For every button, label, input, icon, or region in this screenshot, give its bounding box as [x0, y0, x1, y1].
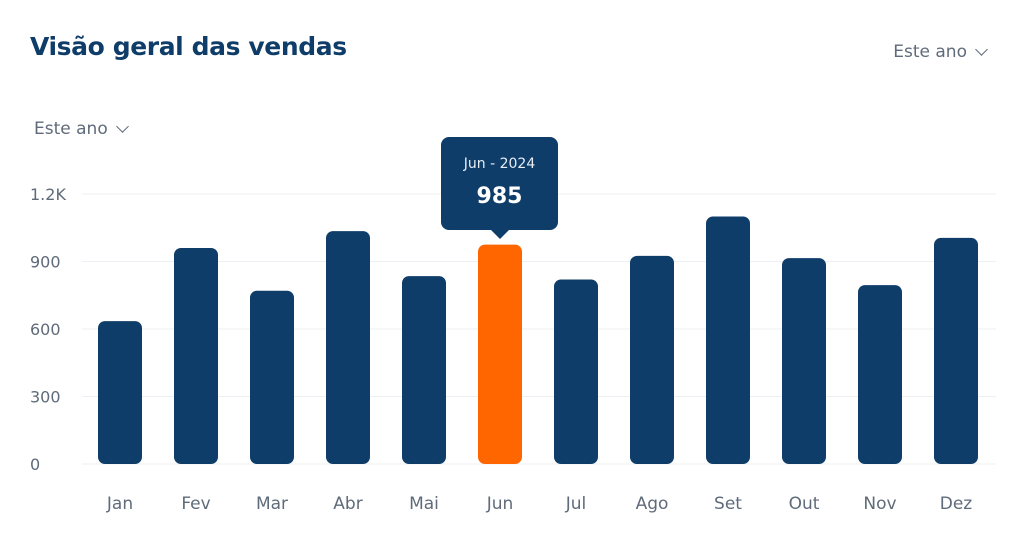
period-dropdown-chart[interactable]: Este ano — [34, 119, 129, 139]
bar-jun[interactable] — [478, 244, 522, 464]
x-tick-label: Abr — [333, 494, 362, 514]
bar-abr[interactable] — [326, 231, 370, 464]
x-tick-label: Jun — [486, 494, 514, 514]
bar-dez[interactable] — [934, 237, 978, 464]
period-dropdown-top[interactable]: Este ano — [893, 42, 988, 62]
y-tick-label: 0 — [30, 455, 40, 474]
y-tick-label: 900 — [30, 253, 61, 272]
period-dropdown-label: Este ano — [893, 42, 967, 62]
bar-tooltip: Jun - 2024 985 — [441, 137, 558, 239]
x-tick-label: Nov — [863, 494, 896, 514]
x-tick-label: Jul — [565, 494, 587, 514]
bar-jan[interactable] — [98, 321, 142, 464]
x-tick-label: Set — [714, 494, 742, 514]
tooltip-value: 985 — [476, 184, 523, 209]
x-tick-label: Mar — [256, 494, 288, 514]
card-title: Visão geral das vendas — [30, 32, 347, 61]
bar-ago[interactable] — [630, 255, 674, 464]
x-tick-label: Out — [789, 494, 820, 514]
x-tick-label: Jan — [106, 494, 133, 514]
x-tick-label: Ago — [636, 494, 669, 514]
bar-mai[interactable] — [402, 276, 446, 464]
x-tick-label: Dez — [940, 494, 973, 514]
y-tick-label: 300 — [30, 388, 61, 407]
x-tick-label: Mai — [409, 494, 439, 514]
bar-set[interactable] — [706, 216, 750, 465]
y-tick-label: 1.2K — [30, 185, 66, 204]
bar-out[interactable] — [782, 258, 826, 464]
bar-jul[interactable] — [554, 279, 598, 465]
tooltip-label: Jun - 2024 — [463, 156, 536, 172]
bar-fev[interactable] — [174, 248, 218, 464]
period-dropdown-label: Este ano — [34, 119, 108, 139]
bar-mar[interactable] — [250, 290, 294, 464]
bar-nov[interactable] — [858, 285, 902, 464]
y-tick-label: 600 — [30, 320, 61, 339]
x-tick-label: Fev — [181, 494, 210, 514]
